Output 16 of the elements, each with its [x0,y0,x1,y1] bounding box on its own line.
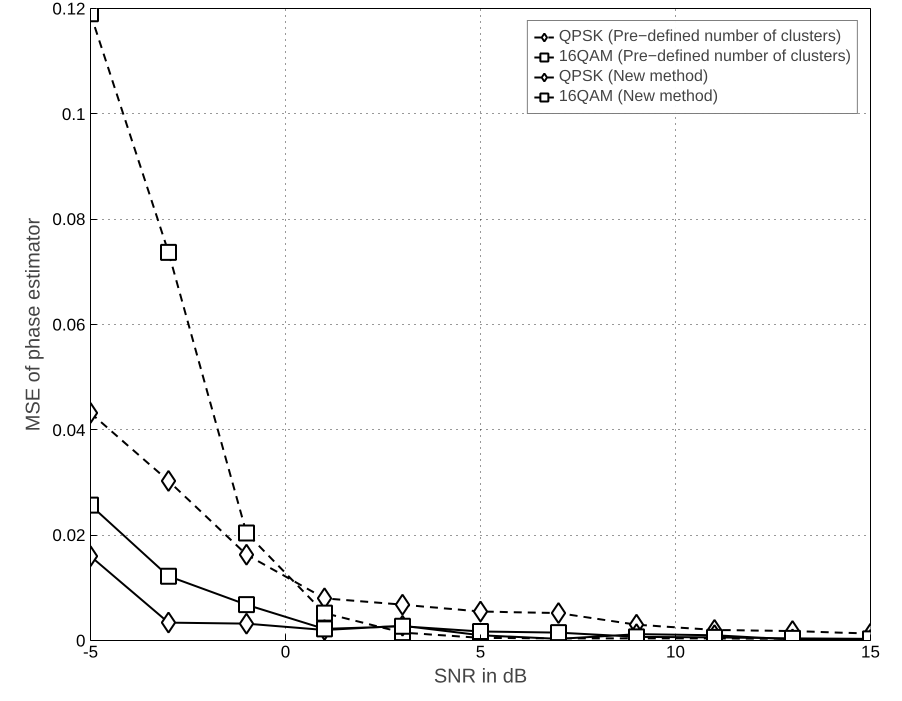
legend-label: QPSK (Pre−defined number of clusters) [558,27,842,47]
y-tick-label: 0.08 [52,210,86,230]
y-tick-label: 0.06 [52,316,86,334]
y-tick-label: 0.12 [52,0,86,18]
y-tick-label: 0.1 [62,104,86,124]
x-axis-title: SNR in dB [434,666,528,688]
y-tick-label: 0.02 [52,526,86,546]
x-tick-label: 10 [666,642,685,662]
legend-label: 16QAM (Pre−defined number of clusters) [558,47,851,67]
x-tick-label: 15 [861,642,880,662]
y-tick-label: 0.04 [52,420,86,440]
y-axis-title: MSE of phase estimator [22,217,44,432]
legend-label: QPSK (New method) [558,67,708,87]
legend-label: 16QAM (New method) [558,87,718,107]
x-tick-label: 0 [280,642,290,662]
x-tick-label: 5 [476,642,486,662]
